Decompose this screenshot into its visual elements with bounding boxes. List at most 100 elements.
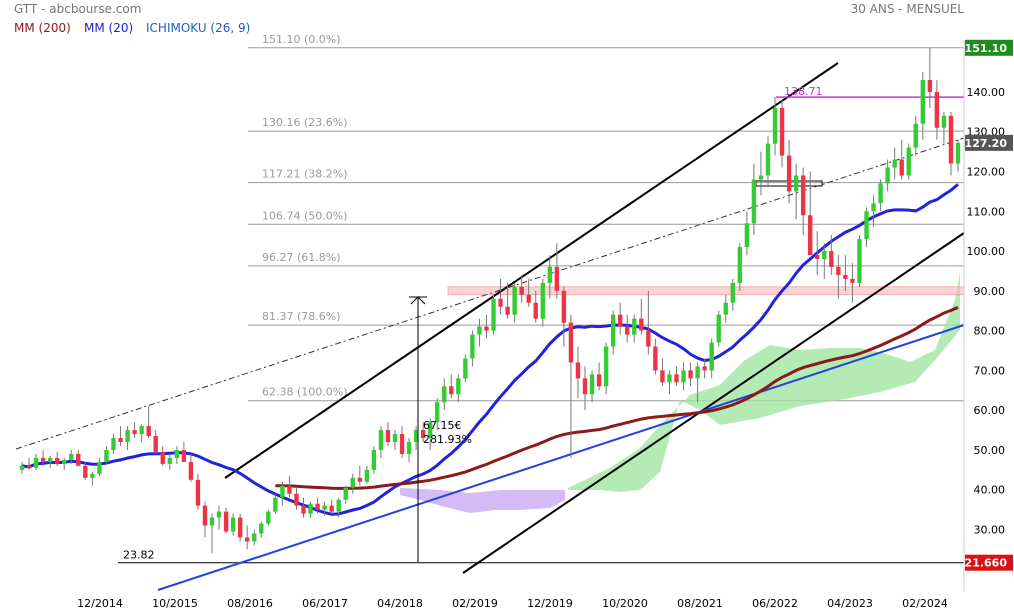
candle-body	[512, 286, 517, 315]
candle-body	[336, 499, 341, 512]
candle-body	[97, 461, 102, 474]
candle-body	[498, 298, 503, 307]
candle-body	[660, 370, 665, 383]
candle-body	[547, 266, 553, 283]
x-tick-label: 12/2014	[77, 597, 123, 610]
x-tick-label: 08/2021	[677, 597, 723, 610]
x-tick-label: 12/2019	[527, 597, 573, 610]
candle-body	[308, 503, 313, 514]
candle-body	[139, 426, 144, 435]
price-tag-label: 127.20	[965, 137, 1008, 150]
candle-body	[793, 175, 799, 192]
candle-body	[871, 203, 876, 212]
candle-body	[737, 247, 743, 283]
candle-body	[519, 286, 524, 295]
candle-body	[406, 442, 412, 454]
candle-body	[371, 449, 377, 470]
candle-body	[625, 326, 630, 335]
candle-body	[111, 438, 116, 450]
candle-body	[815, 255, 820, 260]
candle-body	[765, 143, 771, 176]
candle-body	[632, 318, 637, 335]
candle-body	[76, 453, 81, 466]
candle-body	[83, 465, 88, 478]
candle-body	[357, 477, 362, 482]
price-tag-bg	[965, 134, 1013, 151]
candle-body	[688, 370, 693, 379]
candle-body	[449, 386, 454, 395]
candle-body	[927, 80, 933, 92]
candle-body	[892, 159, 897, 168]
y-tick-label: 70.00	[974, 364, 1006, 377]
candle-body	[435, 402, 440, 423]
y-tick-label: 120.00	[967, 166, 1006, 179]
candle-body	[646, 330, 651, 347]
candle-body	[800, 175, 806, 216]
y-tick-label: 50.00	[974, 444, 1006, 457]
candle-body	[47, 457, 53, 462]
fib-label: 96.27 (61.8%)	[262, 251, 341, 264]
candle-body	[941, 115, 947, 128]
candle-body	[329, 505, 334, 512]
candle-body	[526, 294, 531, 303]
candle-body	[19, 465, 25, 470]
channel-upper-line	[224, 62, 839, 479]
candle-body	[245, 537, 250, 542]
candle-body	[266, 511, 271, 524]
candle-body	[709, 342, 714, 371]
candle-body	[55, 457, 60, 464]
candle-body	[716, 314, 721, 343]
candle-body	[505, 306, 510, 315]
x-tick-label: 08/2016	[227, 597, 273, 610]
candle-body	[125, 430, 130, 443]
candle-body	[906, 147, 911, 176]
fib-label: 117.21 (38.2%)	[262, 168, 348, 181]
candle-body	[315, 503, 320, 510]
candle-body	[188, 461, 194, 480]
candle-body	[575, 362, 581, 379]
dashdot-trend-line	[15, 137, 965, 450]
candle-body	[104, 449, 109, 462]
candle-body	[456, 378, 461, 395]
candle-body	[287, 485, 292, 494]
candle-body	[568, 322, 574, 363]
candle-body	[540, 282, 545, 319]
x-tick-label: 10/2020	[602, 597, 648, 610]
candle-body	[230, 517, 236, 532]
candle-body	[33, 457, 39, 468]
candle-body	[582, 378, 588, 395]
candle-body	[252, 533, 257, 542]
candle-body	[195, 479, 201, 506]
candle-body	[62, 459, 67, 464]
candle-body	[118, 438, 123, 443]
candle-body	[603, 346, 609, 387]
measure-arrow	[410, 296, 426, 305]
candle-body	[885, 167, 890, 184]
candle-body	[343, 487, 348, 500]
candle-body	[294, 493, 299, 506]
candle-body	[681, 370, 686, 383]
candle-body	[364, 469, 370, 482]
candle-body	[392, 434, 398, 443]
x-tick-label: 06/2022	[752, 597, 798, 610]
candle-body	[695, 366, 700, 379]
candle-body	[442, 386, 447, 403]
candle-body	[808, 215, 813, 256]
fib-label: 81.37 (78.6%)	[262, 310, 341, 323]
y-tick-label: 30.00	[974, 524, 1006, 537]
chart-title: GTT - abcbourse.com	[14, 2, 142, 16]
candle-body	[399, 434, 405, 454]
measure-value: 67.15€	[423, 419, 462, 432]
candle-body	[385, 430, 391, 443]
x-tick-label: 02/2024	[902, 597, 948, 610]
candle-body	[822, 251, 827, 260]
candle-body	[322, 505, 327, 510]
fib-label: 62.38 (100.0%)	[262, 386, 348, 399]
candle-body	[477, 326, 482, 335]
y-tick-label: 100.00	[967, 245, 1006, 258]
candle-body	[273, 497, 278, 512]
candle-body	[90, 473, 95, 478]
candle-body	[653, 346, 658, 371]
price-tag-bg	[965, 554, 1013, 571]
